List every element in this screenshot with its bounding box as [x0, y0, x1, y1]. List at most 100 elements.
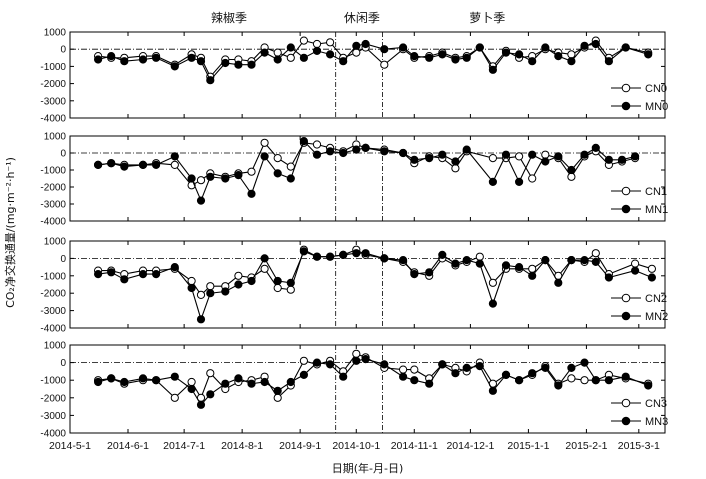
data-point-mn3 — [410, 376, 419, 385]
data-point-mn2 — [475, 259, 484, 268]
data-point-mn1 — [152, 160, 161, 169]
data-point-cn3 — [399, 365, 408, 374]
legend-marker-cn3 — [621, 398, 631, 408]
y-tick-label: -3000 — [40, 96, 66, 107]
series-line-mn1 — [98, 140, 636, 203]
data-point-cn1 — [541, 150, 550, 159]
data-point-mn3 — [554, 381, 563, 390]
data-point-cn1 — [488, 154, 497, 163]
data-point-mn2 — [299, 247, 308, 256]
data-point-mn3 — [247, 379, 256, 388]
data-point-mn0 — [361, 39, 370, 49]
data-point-mn0 — [196, 57, 206, 66]
data-point-mn1 — [196, 196, 206, 205]
data-point-cn2 — [286, 285, 295, 294]
data-point-mn2 — [462, 256, 471, 265]
y-axis-label: CO₂净交换通量/(mg·m⁻²·h⁻¹) — [3, 157, 17, 308]
data-point-mn0 — [94, 55, 103, 64]
data-point-mn1 — [94, 160, 103, 169]
data-point-mn3 — [326, 360, 335, 369]
data-point-cn0 — [273, 48, 282, 57]
data-point-mn3 — [501, 370, 511, 379]
data-point-mn2 — [339, 250, 348, 259]
legend-label-cn3: CN3 — [645, 398, 667, 410]
legend-label-mn3: MN3 — [645, 416, 668, 428]
data-point-mn2 — [501, 261, 511, 270]
data-point-mn1 — [515, 177, 524, 186]
data-point-cn1 — [528, 174, 537, 183]
data-point-cn3 — [580, 376, 589, 385]
data-point-mn0 — [604, 57, 614, 66]
data-point-mn0 — [410, 52, 419, 61]
data-point-mn3 — [312, 358, 322, 367]
data-point-mn3 — [488, 386, 497, 395]
series-line-mn3 — [97, 358, 649, 406]
y-tick-label: -4000 — [40, 324, 66, 335]
data-point-mn0 — [120, 57, 129, 66]
data-point-mn0 — [206, 76, 215, 85]
y-tick-label: -1000 — [40, 376, 66, 387]
x-axis-label: 日期(年-月-日) — [332, 461, 404, 475]
data-point-mn2 — [528, 271, 537, 280]
data-point-mn3 — [380, 360, 389, 369]
data-point-mn3 — [170, 372, 179, 381]
data-point-mn3 — [234, 374, 243, 383]
data-point-mn1 — [591, 143, 600, 152]
data-point-mn2 — [221, 287, 230, 296]
data-point-mn2 — [234, 280, 243, 289]
data-point-mn0 — [567, 57, 576, 66]
data-point-mn3 — [120, 377, 129, 387]
data-point-mn2 — [591, 257, 600, 266]
data-point-mn2 — [107, 268, 116, 277]
data-point-mn3 — [196, 400, 206, 409]
data-point-cn0 — [352, 48, 361, 57]
data-point-mn1 — [286, 174, 295, 183]
legend-label-cn0: CN0 — [645, 83, 667, 95]
y-tick-label: 0 — [60, 254, 66, 265]
data-point-mn0 — [234, 60, 243, 69]
data-point-mn3 — [299, 370, 308, 379]
y-tick-label: 1000 — [44, 132, 67, 143]
data-point-mn0 — [138, 55, 148, 64]
data-point-mn2 — [451, 259, 460, 268]
data-point-mn1 — [352, 145, 361, 154]
data-point-mn3 — [260, 377, 269, 387]
data-point-mn3 — [604, 376, 614, 385]
data-point-mn3 — [644, 381, 653, 390]
data-point-cn2 — [591, 249, 600, 258]
data-point-mn1 — [206, 172, 215, 181]
data-point-cn1 — [247, 167, 256, 176]
data-point-mn1 — [425, 154, 434, 163]
data-point-mn0 — [326, 50, 335, 59]
data-point-mn2 — [326, 252, 335, 261]
data-point-cn2 — [528, 264, 537, 273]
data-point-cn0 — [567, 50, 576, 59]
x-tick-label: 2014-5-1 — [49, 440, 91, 452]
data-point-mn3 — [273, 386, 282, 395]
data-point-mn2 — [152, 270, 161, 279]
data-point-mn3 — [361, 355, 370, 364]
data-point-cn2 — [273, 283, 282, 293]
data-point-mn1 — [541, 157, 550, 166]
data-point-cn1 — [273, 154, 282, 163]
data-point-mn0 — [438, 50, 447, 59]
data-point-mn0 — [488, 65, 497, 74]
data-point-mn0 — [515, 50, 524, 59]
data-point-mn3 — [399, 372, 408, 381]
y-tick-label: -3000 — [40, 411, 66, 422]
data-point-mn3 — [94, 377, 103, 387]
data-point-cn3 — [170, 393, 179, 402]
data-point-mn3 — [475, 362, 484, 371]
data-point-mn3 — [438, 360, 447, 369]
data-point-mn2 — [515, 263, 524, 272]
data-point-mn1 — [260, 152, 269, 161]
panel-frame-0 — [69, 31, 666, 119]
legend-marker-mn0 — [621, 101, 631, 111]
data-point-mn1 — [187, 174, 196, 183]
y-tick-label: -1000 — [40, 62, 66, 73]
y-tick-label: -2000 — [40, 393, 66, 404]
y-tick-label: 1000 — [44, 237, 67, 248]
data-point-mn0 — [399, 43, 408, 52]
data-point-cn1 — [567, 172, 576, 181]
data-point-mn2 — [631, 266, 640, 275]
